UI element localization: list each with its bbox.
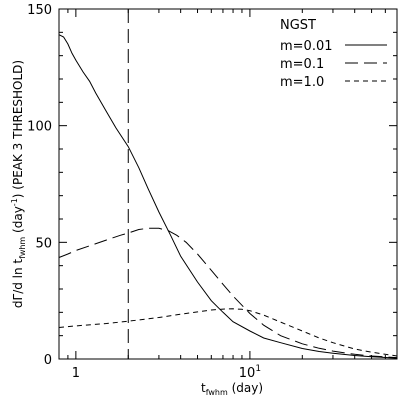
y-axis-label-main: dΓ/d ln t <box>11 259 25 309</box>
x-tick-label: 1 <box>72 366 80 381</box>
y-axis-label-suffix: ) (PEAK 3 THRESHOLD) <box>11 60 25 198</box>
x-axis-label-main: t <box>201 381 206 395</box>
legend-label: m=0.01 <box>280 39 333 54</box>
legend-label: m=1.0 <box>280 75 324 90</box>
series-layer <box>58 34 398 359</box>
plot-area <box>58 8 398 360</box>
y-axis-label-unit: (day <box>11 206 25 237</box>
x-tick-label-exponent: 1 <box>255 364 261 374</box>
y-tick-label: 50 <box>35 236 52 251</box>
plot-frame <box>58 8 398 360</box>
legend-title: NGST <box>280 18 316 33</box>
x-axis-label-subscript: fwhm <box>206 388 228 397</box>
x-axis-label-unit: (day) <box>228 381 263 395</box>
y-tick-label: 100 <box>27 120 52 135</box>
x-tick-label-base: 10 <box>239 366 256 381</box>
y-axis-label: dΓ/d ln tfwhm (day-1) (PEAK 3 THRESHOLD) <box>10 60 27 308</box>
x-tick-label-base: 1 <box>72 366 80 381</box>
legend: NGST m=0.01 m=0.1 m=1.0 <box>280 18 387 90</box>
series-line-2 <box>58 227 398 359</box>
series-line-1 <box>58 34 398 359</box>
series-line-3 <box>58 308 398 357</box>
y-tick-label: 150 <box>27 3 52 18</box>
y-axis-label-subscript: fwhm <box>18 237 27 259</box>
legend-label: m=0.1 <box>280 57 324 72</box>
axis-labels: tfwhm (day)dΓ/d ln tfwhm (day-1) (PEAK 3… <box>10 60 263 397</box>
x-tick-label: 101 <box>239 364 261 381</box>
y-tick-label: 0 <box>44 353 52 368</box>
y-axis-label-superscript: -1 <box>10 198 19 206</box>
x-axis-label: tfwhm (day) <box>201 381 263 397</box>
